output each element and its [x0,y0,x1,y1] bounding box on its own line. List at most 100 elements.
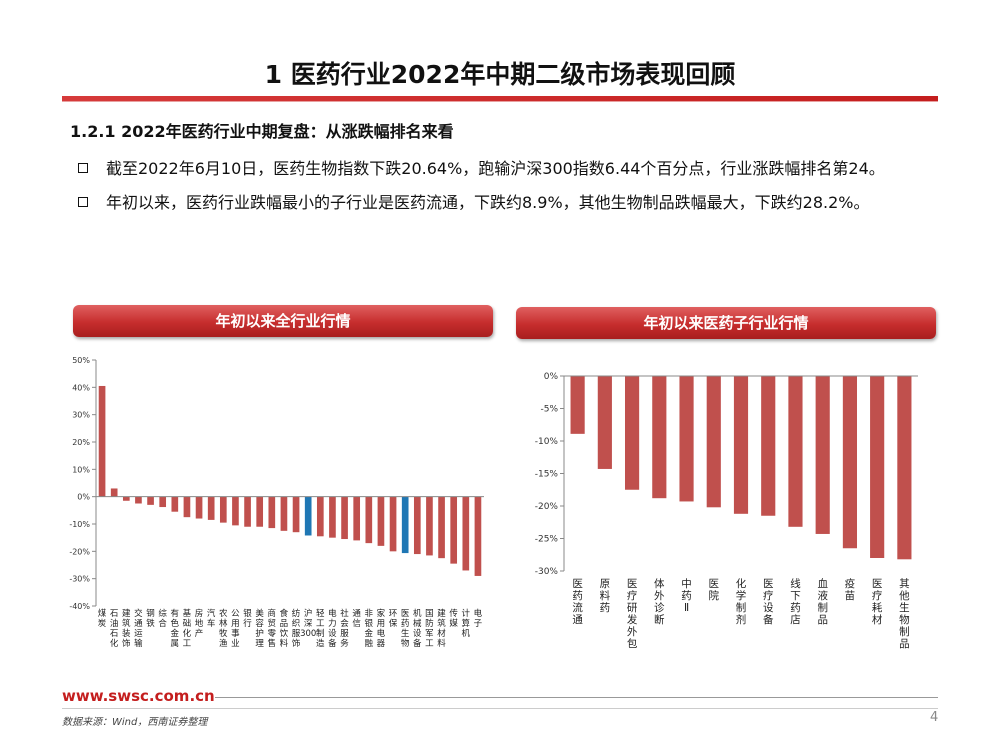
panel-title-all-industries: 年初以来全行业行情 [73,305,493,337]
category-label: 传媒 [449,608,458,629]
y-tick-label: -30% [69,575,90,584]
category-label: 家用电器 [377,608,386,649]
category-label: 体外诊断 [654,578,665,626]
category-label: 商贸零售 [268,608,277,649]
bar-医疗研发外包 [624,376,640,490]
y-tick-label: 10% [72,465,90,474]
y-tick-label: -20% [535,502,559,512]
bar-基础化工 [183,496,191,518]
category-label: 钢铁 [146,608,155,629]
bar-纺织服饰 [292,496,300,533]
square-bullet-icon [78,197,88,207]
bar-医疗耗材 [870,376,885,558]
bar-传媒 [450,496,458,564]
category-label: 医疗设备 [763,578,774,626]
y-tick-label: -5% [540,405,558,415]
category-label: 石油石化 [110,609,119,649]
footer-divider [215,697,938,698]
category-label: 汽车 [207,608,216,629]
title-divider-thin [62,101,938,102]
bar-其他生物制品 [897,376,912,560]
y-tick-label: 20% [72,438,90,447]
y-tick-label: -30% [535,567,559,577]
panel-title-pharma-subindustries: 年初以来医药子行业行情 [516,307,936,339]
bar-社会服务 [341,496,348,540]
data-source-note: 数据来源：Wind，西南证券整理 [62,717,208,728]
y-tick-label: 0% [77,493,90,502]
bar-体外诊断 [652,376,667,499]
category-label: 综合 [158,608,167,629]
category-label: 电力设备 [328,608,337,649]
square-bullet-icon [78,163,88,173]
bullet-item: 年初以来，医药行业跌幅最小的子行业是医药流通，下跌约8.9%，其他生物制品跌幅最… [78,191,928,215]
bullet-item: 截至2022年6月10日，医药生物指数下跌20.64%，跑输沪深300指数6.4… [78,157,928,181]
category-label: 医院 [709,578,720,602]
bullet-text: 年初以来，医药行业跌幅最小的子行业是医药流通，下跌约8.9%，其他生物制品跌幅最… [106,193,870,212]
bar-机械设备 [413,496,421,555]
pharma-subindustries-bar-chart: 0% -5% -10% -15% -20% -25% -30% 医药流通 原料药 医疗研发外包 体外… [535,372,918,650]
category-label: 农林牧渔 [219,608,228,649]
footer-divider-lower [62,708,938,709]
bar-电子 [474,496,482,576]
y-tick-label: -25% [535,535,559,545]
y-tick-label: -20% [69,547,90,556]
page-title: 1 医药行业2022年中期二级市场表现回顾 [264,60,736,89]
bar-原料药 [597,376,612,469]
category-label: 计算机 [462,608,471,639]
bar-医疗设备 [761,376,776,516]
y-tick-label: 0% [544,372,559,382]
category-label: 轻工制造 [316,608,325,649]
all-industries-bar-chart: 50%40%30%20%10%0%-10%-20%-30%-40%煤炭石油石化建… [69,356,484,649]
bar-综合 [159,496,167,508]
y-tick-label: 40% [72,383,90,392]
bar-食品饮料 [280,496,288,531]
category-label: 化学制剂 [736,577,747,626]
bar-建筑材料 [438,496,445,559]
bar-石油石化 [110,488,118,497]
bar-医院 [706,376,721,508]
bar-化学制剂 [733,376,749,514]
bar-电力设备 [329,496,336,538]
category-label: 有色金属 [171,608,180,649]
bar-有色金属 [171,496,179,512]
bar-家用电器 [377,496,385,546]
bar-轻工制造 [316,496,324,537]
bar-非银金融 [365,496,373,544]
category-label: 线下药店 [790,577,801,626]
category-label: 医药流通 [572,578,583,626]
bar-银行 [244,496,251,527]
category-label: 血液制品 [817,577,828,626]
bullet-text: 截至2022年6月10日，医药生物指数下跌20.64%，跑输沪深300指数6.4… [106,159,885,178]
bar-医药流通 [570,376,585,434]
bar-医药生物 [401,496,409,554]
category-label: 医药生物 [401,609,410,649]
y-tick-label: -10% [69,520,90,529]
bar-建筑装饰 [122,496,130,501]
category-label: 通信 [352,608,361,629]
bar-商贸零售 [268,496,276,529]
title-divider [62,96,938,101]
bar-国防军工 [426,496,433,556]
category-label: 美容护理 [255,608,264,649]
y-tick-label: -15% [535,470,559,480]
bar-美容护理 [256,496,264,527]
category-label: 机械设备 [413,608,422,649]
page-number: 4 [930,710,939,725]
y-tick-label: -40% [69,602,90,611]
category-label: 纺织服饰 [292,608,301,649]
bar-计算机 [462,496,470,571]
bar-环保 [389,496,397,552]
section-subtitle: 1.2.1 2022年医药行业中期复盘：从涨跌幅排名来看 [70,122,454,141]
y-tick-label: 50% [72,356,90,365]
category-label: 食品饮料 [280,608,289,649]
category-label: 社会服务 [340,608,349,649]
bullet-list: 截至2022年6月10日，医药生物指数下跌20.64%，跑输沪深300指数6.4… [78,157,928,225]
category-label: 国防军工 [425,609,434,649]
category-label: 环保 [389,609,398,629]
category-label: 煤炭 [98,608,107,629]
footer-url[interactable]: www.swsc.com.cn [62,687,215,705]
category-label: 建筑材料 [437,608,446,649]
bar-疫苗 [842,376,858,549]
bar-血液制品 [815,376,830,534]
bar-农林牧渔 [219,496,227,523]
